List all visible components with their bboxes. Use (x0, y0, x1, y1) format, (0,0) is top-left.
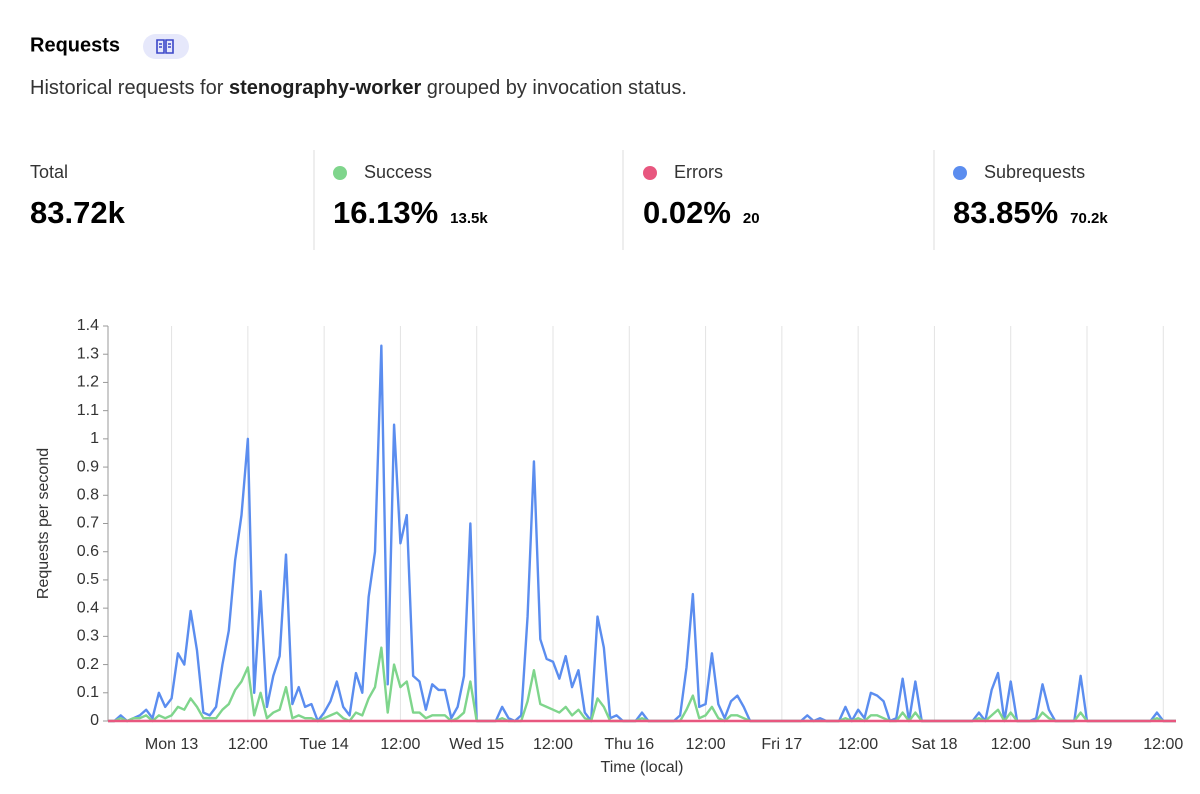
title: Requests (30, 34, 120, 56)
x-tick-label: 12:00 (838, 736, 878, 753)
y-tick-label: 0.6 (77, 543, 99, 560)
y-tick-label: 1.2 (77, 374, 99, 391)
y-tick-label: 0.8 (77, 487, 99, 504)
x-tick-label: 12:00 (380, 736, 420, 753)
stat-label: Success (364, 162, 432, 182)
x-tick-label: Thu 16 (604, 736, 654, 753)
y-tick-label: 0.7 (77, 515, 99, 532)
stat-value: 83.72k (30, 195, 126, 230)
x-tick-label: Tue 14 (300, 736, 349, 753)
y-tick-label: 1.3 (77, 345, 99, 362)
y-tick-label: 0.3 (77, 628, 99, 645)
x-axis-title: Time (local) (601, 759, 684, 776)
book-icon (156, 39, 174, 54)
y-tick-label: 1 (90, 430, 99, 447)
x-tick-label: 12:00 (228, 736, 268, 753)
y-tick-label: 0.9 (77, 458, 99, 475)
x-tick-label: Wed 15 (449, 736, 504, 753)
stat-value: 16.13% (333, 195, 438, 230)
chart: Mon 13 12:00 Tue 14 12:00 Wed 15 12:00 Thu 16 1… (35, 317, 1183, 776)
x-tick-label: 12:00 (533, 736, 573, 753)
x-tick-label: Fri 17 (761, 736, 802, 753)
y-tick-label: 1.4 (77, 317, 99, 334)
stat-count: 20 (743, 210, 760, 227)
y-tick-label: 0.2 (77, 656, 99, 673)
series-line (108, 344, 1176, 723)
y-tick-label: 1.1 (77, 402, 99, 419)
y-tick-label: 0.4 (77, 599, 99, 616)
y-tick-label: 0.5 (77, 571, 99, 588)
x-tick-label: 12:00 (1143, 736, 1183, 753)
description-text: grouped by invocation status. (421, 77, 687, 99)
stat-value: 0.02% (643, 195, 731, 230)
series-line (108, 646, 1176, 723)
stat-value: 83.85% (953, 195, 1058, 230)
worker-name: stenography-worker (229, 77, 421, 99)
y-tick-label: 0 (90, 712, 99, 729)
stats: Success 16.13% 13.5k Errors 0.02% 20 Subreques… (333, 162, 1108, 230)
stat-label: Subrequests (984, 162, 1085, 182)
stat-count: 70.2k (1070, 210, 1108, 227)
stat-label: Total (30, 162, 68, 182)
x-tick-label: 12:00 (991, 736, 1031, 753)
y-tick-label: 0.1 (77, 684, 99, 701)
x-tick-label: 12:00 (686, 736, 726, 753)
stat-label: Errors (674, 162, 723, 182)
x-tick-label: Sun 19 (1062, 736, 1113, 753)
description-text: Historical requests for (30, 77, 229, 99)
legend-dot (643, 166, 657, 180)
description: Historical requests for stenography-work… (30, 77, 687, 99)
legend-dot (953, 166, 967, 180)
x-tick-label: Mon 13 (145, 736, 198, 753)
stat-count: 13.5k (450, 210, 488, 227)
y-axis-title: Requests per second (35, 448, 52, 599)
legend-dot (333, 166, 347, 180)
x-tick-label: Sat 18 (911, 736, 957, 753)
